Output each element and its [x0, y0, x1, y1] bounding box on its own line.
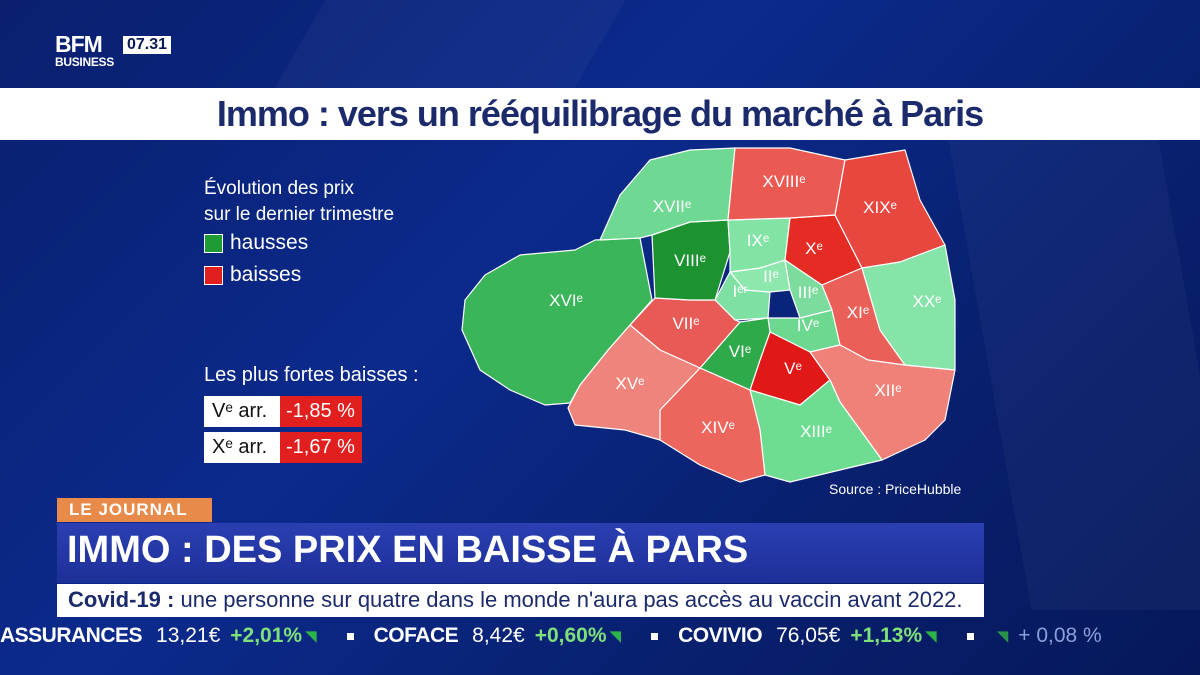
program-tag: LE JOURNAL	[57, 498, 212, 522]
legend-title: Évolution des prix sur le dernier trimes…	[204, 178, 395, 225]
ticker-change: + 0,08 %	[1018, 624, 1102, 647]
legend-label-hausses: hausses	[230, 231, 309, 254]
district-label: XIᵉ	[847, 303, 869, 322]
up-arrow-icon: ◥	[609, 628, 622, 645]
title-band: Immo : vers un rééquilibrage du marché à…	[0, 88, 1200, 140]
paris-districts-map: Iᵉʳ IIᵉ IIIᵉ IVᵉ Vᵉ VIᵉ VIIᵉ VIIIᵉ IXᵉ Xᵉ XIᵉ XIIᵉ X…	[461, 147, 956, 483]
ticker-item: ASSURANCES 13,21€ +2,01% ◥	[0, 624, 317, 648]
channel-logo: BFM BUSINESS 07.31	[55, 33, 190, 73]
district-label: XIVᵉ	[701, 418, 735, 437]
ticker-item: ◥ + 0,08 %	[994, 624, 1102, 648]
legend-swatch-baisses	[204, 265, 223, 285]
ticker-change: +2,01%	[230, 624, 303, 647]
map-shapes	[461, 147, 956, 483]
ticker-price: 8,42€	[472, 624, 525, 647]
ticker-change: +0,60%	[534, 624, 607, 647]
headline: IMMO : DES PRIX EN BAISSE À PARS	[67, 529, 749, 571]
district-label: IVᵉ	[797, 316, 819, 335]
strongest-drops-title: Les plus fortes baisses :	[204, 364, 419, 386]
up-arrow-icon: ◥	[925, 628, 937, 645]
drop-value: -1,67 %	[280, 432, 362, 463]
district-label: XVIIᵉ	[653, 197, 691, 216]
district-xii	[809, 344, 956, 461]
headline-band	[57, 523, 984, 583]
strongest-drop-row: Vᵉ arr. -1,85 %	[204, 396, 362, 427]
legend-item-baisses: baisses	[204, 263, 301, 287]
up-arrow-icon: ◥	[996, 628, 1009, 645]
district-label: VIIIᵉ	[674, 251, 706, 270]
ticker-item: COFACE 8,42€ +0,60% ◥	[374, 624, 621, 648]
district-label: XVIIIᵉ	[762, 172, 805, 191]
ticker-separator	[346, 632, 354, 640]
subheadline-band	[57, 584, 984, 617]
subheadline-label: Covid-19 :	[68, 587, 175, 612]
up-arrow-icon: ◥	[305, 628, 317, 645]
logo-bfm: BFM	[55, 31, 103, 57]
district-label: IXᵉ	[747, 231, 769, 250]
district-xvi	[461, 237, 653, 406]
subheadline-text: une personne sur quatre dans le monde n'…	[174, 587, 963, 612]
map-labels: Iᵉʳ IIᵉ IIIᵉ IVᵉ Vᵉ VIᵉ VIIᵉ VIIIᵉ IXᵉ Xᵉ XIᵉ XIIᵉ X…	[549, 172, 941, 441]
background-shard	[275, 0, 626, 88]
district-label: VIIᵉ	[672, 314, 699, 333]
map-source: Source : PriceHubble	[829, 481, 962, 497]
strongest-drop-row: Xᵉ arr. -1,67 %	[204, 432, 362, 463]
district-label: VIᵉ	[729, 342, 751, 361]
background-shard	[949, 140, 1200, 610]
district-label: XIIIᵉ	[800, 422, 832, 441]
subheadline: Covid-19 : une personne sur quatre dans …	[68, 587, 963, 613]
ticker-change: +1,13%	[850, 624, 923, 647]
district-label: XIXᵉ	[863, 198, 897, 217]
district-label: Vᵉ	[784, 359, 802, 378]
district-label: Iᵉʳ	[732, 282, 747, 301]
ticker-separator	[651, 632, 659, 640]
district-label: IIIᵉ	[798, 283, 819, 302]
ticker-name: COFACE	[373, 624, 459, 647]
ticker-name: ASSURANCES	[0, 624, 143, 647]
ticker-item: COVIVIO 76,05€ +1,13% ◥	[678, 624, 937, 648]
drop-value: -1,85 %	[280, 396, 362, 427]
logo-business: BUSINESS	[55, 55, 114, 69]
page-title: Immo : vers un rééquilibrage du marché à…	[216, 93, 984, 134]
drop-district: Xᵉ arr.	[204, 432, 280, 463]
district-label: XXᵉ	[913, 292, 942, 311]
district-xx	[861, 244, 956, 371]
ticker-price: 76,05€	[776, 624, 841, 647]
district-label: XIIᵉ	[874, 381, 901, 400]
ticker-separator	[966, 632, 974, 640]
stock-ticker: ASSURANCES 13,21€ +2,01% ◥ COFACE 8,42€ …	[0, 618, 1200, 654]
drop-district: Vᵉ arr.	[204, 396, 280, 427]
ticker-name: COVIVIO	[678, 624, 763, 647]
district-label: XVIᵉ	[549, 291, 583, 310]
clock: 07.31	[123, 36, 172, 54]
district-label: XVᵉ	[616, 374, 645, 393]
legend-item-hausses: hausses	[204, 231, 308, 255]
district-label: IIᵉ	[763, 267, 779, 286]
ticker-price: 13,21€	[156, 624, 221, 647]
legend-swatch-hausses	[204, 233, 223, 253]
district-label: Xᵉ	[805, 239, 823, 258]
legend-label-baisses: baisses	[230, 263, 302, 286]
